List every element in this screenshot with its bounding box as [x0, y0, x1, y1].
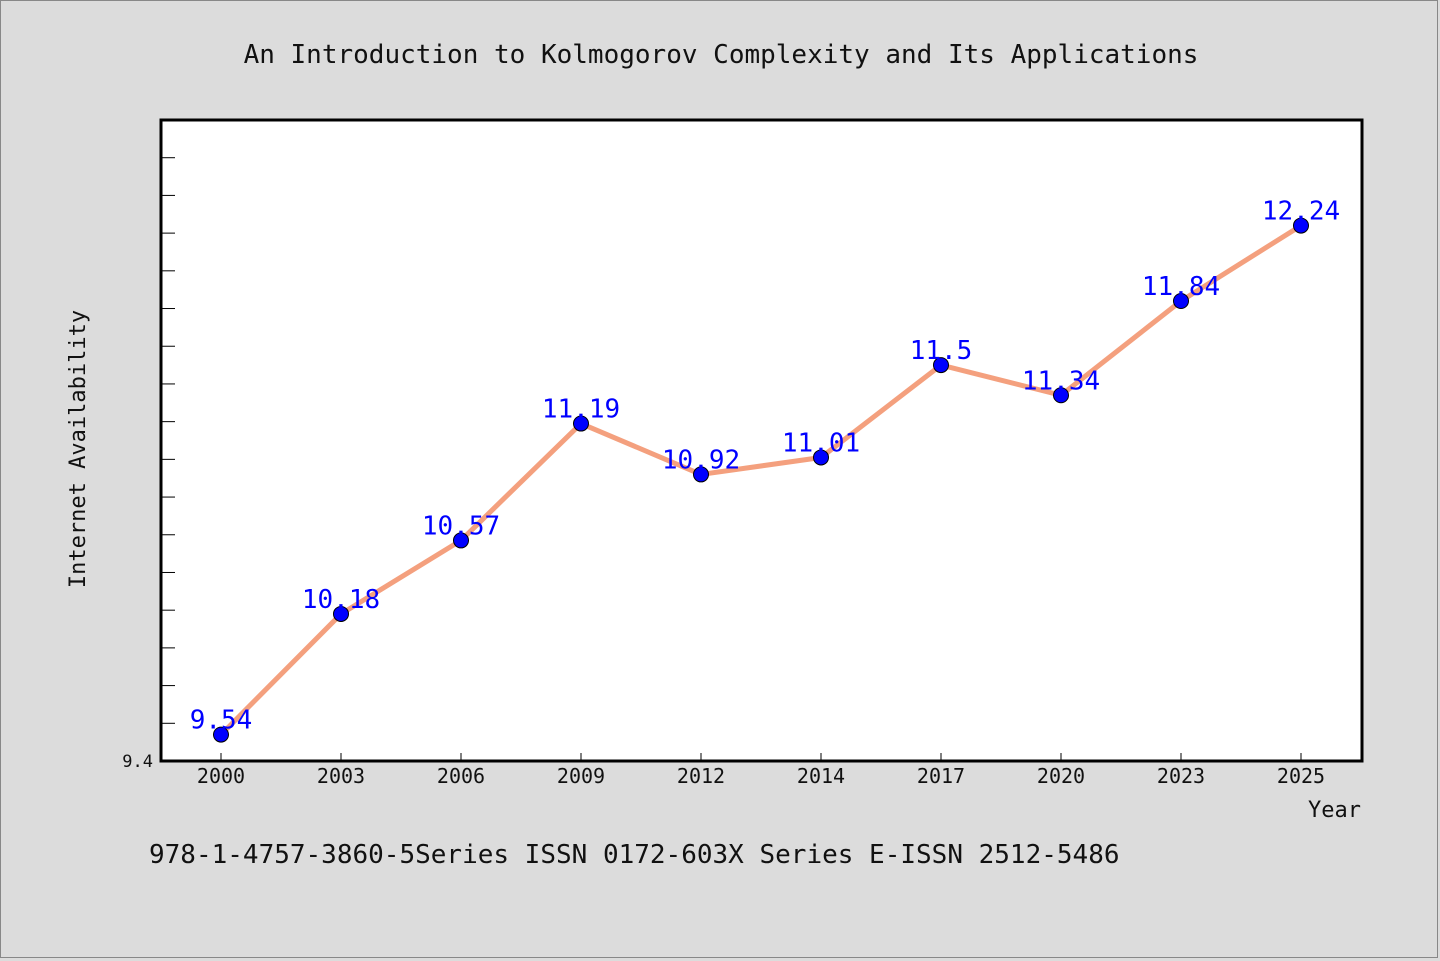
data-point: [933, 357, 949, 374]
x-tick-label: 2014: [797, 764, 845, 788]
data-label: 12.24: [1262, 197, 1340, 227]
marker-group: [213, 217, 1309, 743]
x-tick-label: 2003: [317, 764, 365, 788]
data-label: 11.5: [910, 336, 973, 366]
y-axis-title: Internet Availability: [66, 310, 91, 588]
series-group: [219, 223, 1303, 737]
x-tick-label: 2012: [677, 764, 725, 788]
chart-title: An Introduction to Kolmogorov Complexity…: [244, 40, 1199, 70]
x-tick-label: 2006: [437, 764, 485, 788]
data-label: 9.54: [190, 706, 253, 736]
data-label: 11.84: [1142, 272, 1220, 302]
data-label: 11.01: [782, 428, 860, 458]
x-axis-title: Year: [1308, 798, 1361, 823]
data-label: 11.34: [1022, 366, 1100, 396]
x-axis-ticks: 2000 2003 2006 2009 2012 2014 2017 2020 2023 2025: [197, 753, 1325, 788]
data-point: [1053, 387, 1069, 404]
x-tick-label: 2009: [557, 764, 605, 788]
data-point: [213, 726, 229, 743]
series-line: [219, 223, 1303, 737]
data-point: [573, 415, 589, 432]
footer-isbn-issn: 978-1-4757-3860-5Series ISSN 0172-603X S…: [149, 840, 1120, 870]
y-tick-label: 9.4: [122, 752, 153, 772]
data-label: 10.57: [422, 511, 500, 541]
plot-area: [159, 118, 1364, 763]
y-axis-ticks: 9.4: [122, 119, 175, 772]
data-point: [813, 449, 829, 466]
data-label: 10.92: [662, 445, 740, 475]
data-label: 10.18: [302, 585, 380, 615]
x-tick-label: 2017: [917, 764, 965, 788]
data-point: [693, 466, 709, 483]
data-point: [1293, 217, 1309, 234]
data-point: [453, 532, 469, 549]
x-tick-label: 2025: [1277, 764, 1325, 788]
x-tick-label: 2000: [197, 764, 245, 788]
data-point: [1173, 292, 1189, 309]
data-label: 11.19: [542, 395, 620, 425]
data-point: [333, 605, 349, 622]
data-label-group: 9.54 10.18 10.57 11.19 10.92 11.01 11.5 11.34 11…: [190, 197, 1340, 736]
x-tick-label: 2020: [1037, 764, 1085, 788]
x-tick-label: 2023: [1157, 764, 1205, 788]
